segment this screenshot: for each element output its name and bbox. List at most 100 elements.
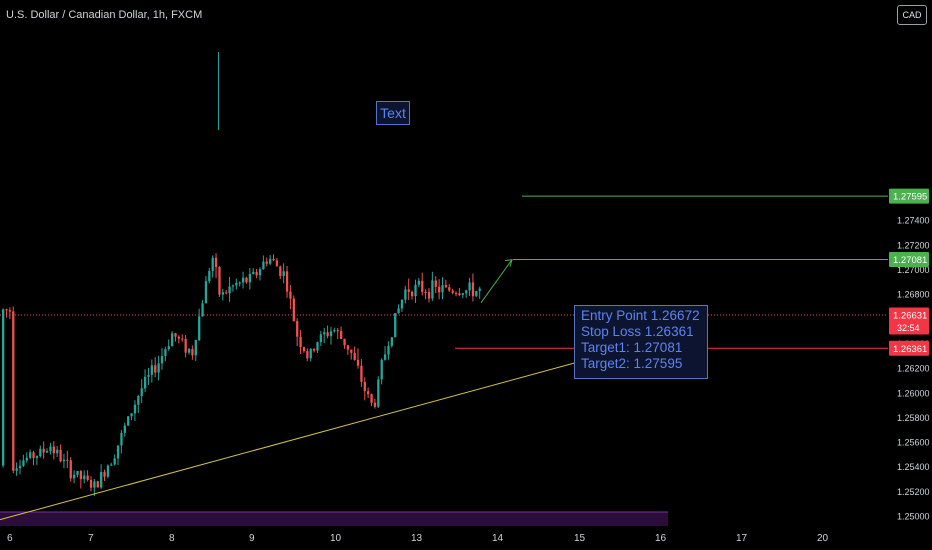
candle-body <box>120 432 123 446</box>
countdown-text: 32:54 <box>897 323 920 333</box>
candle-body <box>140 388 143 397</box>
candle-body <box>390 337 393 346</box>
candle-body <box>110 464 113 466</box>
candle-body <box>336 330 339 332</box>
candle-body <box>191 348 194 356</box>
candle-body <box>208 270 211 282</box>
candle-body <box>451 290 454 293</box>
candle-body <box>32 452 35 459</box>
candle-body <box>160 355 164 364</box>
candle-body <box>171 333 174 347</box>
candle-body <box>329 331 333 337</box>
candle-body <box>410 291 414 297</box>
price-tick-label: 1.26000 <box>897 388 930 398</box>
candle-body <box>15 468 18 471</box>
candle-body <box>116 445 120 459</box>
tag-target2-bg <box>889 188 929 204</box>
candle-body <box>289 291 292 299</box>
candle-body <box>2 309 5 466</box>
candle-body <box>302 347 306 352</box>
candle-body <box>59 449 62 462</box>
time-tick-label: 16 <box>655 533 667 544</box>
tag-stop-loss-bg <box>889 340 929 356</box>
candle-body <box>275 260 279 267</box>
candle-body <box>29 452 32 458</box>
tag-target1-text: 1.27081 <box>893 255 927 266</box>
tag-target2-text: 1.27595 <box>893 192 927 203</box>
tag-stop-loss-text: 1.26361 <box>893 344 927 355</box>
candle-body <box>319 334 323 343</box>
note-stop-loss: Stop Loss 1.26361 <box>581 324 694 339</box>
candle-body <box>465 290 468 294</box>
candle-body <box>458 293 461 295</box>
candle-body <box>360 365 363 382</box>
candle-body <box>340 330 343 339</box>
candle-body <box>69 460 72 479</box>
candle-body <box>363 381 366 392</box>
candle-body <box>461 293 464 295</box>
price-tick-label: 1.25600 <box>897 438 930 448</box>
candle-body <box>424 291 427 293</box>
candle-body <box>72 474 76 479</box>
candle-body <box>417 280 421 285</box>
candle-body <box>258 269 262 276</box>
candle-body <box>221 292 224 295</box>
candle-body <box>113 458 116 465</box>
candle-body <box>296 321 299 337</box>
session-band <box>0 512 668 526</box>
candle-body <box>62 459 66 462</box>
time-tick-label: 8 <box>169 533 175 544</box>
candle-body <box>383 354 387 360</box>
candle-body <box>201 303 204 317</box>
tag-last-price-bg <box>889 307 929 335</box>
candle-body <box>312 348 316 351</box>
candle-body <box>150 365 154 375</box>
candles-layer <box>2 52 481 497</box>
candle-body <box>356 359 360 366</box>
trade-note-box[interactable]: Entry Point 1.26672 Stop Loss 1.26361 Ta… <box>574 305 708 379</box>
candle-body <box>184 338 187 353</box>
price-tick-label: 1.25200 <box>897 487 930 497</box>
candle-body <box>167 346 170 350</box>
candle-body <box>441 285 444 293</box>
candle-body <box>100 472 103 488</box>
candle-body <box>66 459 69 461</box>
candle-body <box>127 416 130 426</box>
tag-stop-loss: 1.26361 <box>889 340 929 356</box>
candle-body <box>400 299 404 309</box>
candle-body <box>373 402 377 407</box>
text-drawing[interactable]: Text <box>376 101 410 125</box>
candle-body <box>478 288 481 292</box>
projection-arrowhead <box>504 259 513 267</box>
candle-body <box>225 292 228 294</box>
price-tags: 1.27595 1.27081 1.26631 32:54 1.26361 <box>889 188 929 356</box>
candle-body <box>241 277 245 283</box>
projection-arrow <box>480 259 513 304</box>
candle-body <box>306 351 309 359</box>
candle-body <box>86 475 89 480</box>
candle-body <box>198 316 201 341</box>
candle-body <box>333 330 336 332</box>
candle-body <box>164 349 167 356</box>
candle-body <box>248 273 252 283</box>
time-tick-label: 13 <box>411 533 423 544</box>
candle-body <box>25 457 28 461</box>
candle-body <box>282 271 285 277</box>
candle-body <box>444 285 448 288</box>
candle-body <box>76 470 79 475</box>
symbol-title[interactable]: U.S. Dollar / Canadian Dollar, 1h, FXCM <box>6 9 203 21</box>
currency-badge[interactable]: CAD <box>897 5 927 25</box>
candle-body <box>255 271 258 276</box>
candle-body <box>377 379 380 407</box>
candle-body <box>39 448 42 457</box>
price-tick-label: 1.26800 <box>897 290 930 300</box>
time-tick-label: 20 <box>817 533 829 544</box>
candle-body <box>316 342 319 351</box>
note-entry: Entry Point 1.26672 <box>581 308 700 323</box>
candle-body <box>22 460 25 466</box>
candle-body <box>397 308 400 314</box>
time-tick-label: 7 <box>88 533 94 544</box>
candle-body <box>5 309 8 311</box>
candle-body <box>89 479 93 488</box>
